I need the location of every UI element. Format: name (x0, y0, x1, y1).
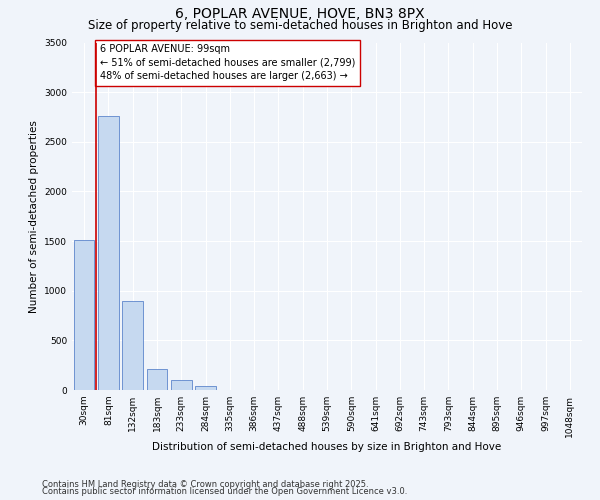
Bar (74, 240, 94, 390)
Text: 6 POPLAR AVENUE: 99sqm
← 51% of semi-detached houses are smaller (2,799)
48% of : 6 POPLAR AVENUE: 99sqm ← 51% of semi-det… (100, 44, 355, 81)
Text: Contains HM Land Registry data © Crown copyright and database right 2025.: Contains HM Land Registry data © Crown c… (42, 480, 368, 489)
Y-axis label: Number of semi-detached properties: Number of semi-detached properties (29, 120, 38, 312)
X-axis label: Distribution of semi-detached houses by size in Brighton and Hove: Distribution of semi-detached houses by … (152, 442, 502, 452)
Text: 6, POPLAR AVENUE, HOVE, BN3 8PX: 6, POPLAR AVENUE, HOVE, BN3 8PX (175, 8, 425, 22)
Bar (195, 386, 216, 390)
Bar (122, 300, 143, 390)
Bar (98, 116, 119, 390)
Text: Contains public sector information licensed under the Open Government Licence v3: Contains public sector information licen… (42, 487, 407, 496)
Bar (171, 380, 191, 390)
Text: Size of property relative to semi-detached houses in Brighton and Hove: Size of property relative to semi-detach… (88, 18, 512, 32)
Bar (146, 369, 167, 390)
